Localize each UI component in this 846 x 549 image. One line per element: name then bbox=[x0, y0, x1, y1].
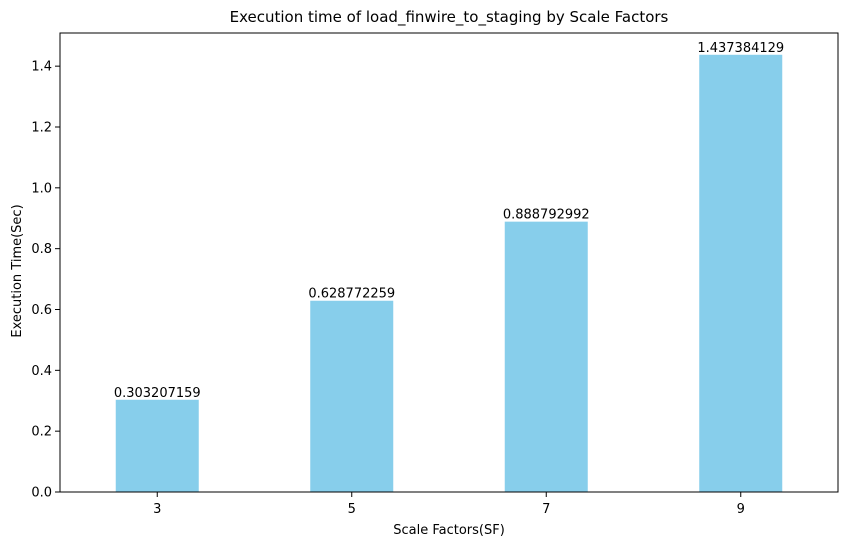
y-tick-label: 1.2 bbox=[31, 120, 52, 135]
data-label-sf-9: 1.437384129 bbox=[697, 41, 784, 56]
chart-title: Execution time of load_finwire_to_stagin… bbox=[230, 8, 669, 27]
data-label-sf-3: 0.303207159 bbox=[114, 386, 201, 401]
y-tick-label: 0.6 bbox=[31, 303, 52, 318]
y-tick-label: 0.8 bbox=[31, 242, 52, 257]
x-tick-label: 9 bbox=[737, 502, 745, 517]
axes-layer: 3 5 7 9 0.0 0.2 0.4 0.6 0.8 1.0 1.2 1.4 bbox=[31, 32, 839, 517]
y-tick-label: 1.4 bbox=[31, 60, 52, 75]
bar-sf-7 bbox=[504, 221, 588, 492]
y-tick-label: 0.0 bbox=[31, 486, 52, 501]
bar-sf-5 bbox=[310, 300, 394, 492]
bars-layer bbox=[115, 54, 783, 492]
data-label-sf-7: 0.888792992 bbox=[503, 208, 590, 223]
plot-frame bbox=[59, 32, 839, 493]
x-tick-label: 7 bbox=[542, 502, 550, 517]
x-axis-title: Scale Factors(SF) bbox=[393, 523, 505, 538]
y-tick-label: 1.0 bbox=[31, 181, 52, 196]
bar-sf-9 bbox=[699, 54, 783, 492]
y-tick-label: 0.2 bbox=[31, 425, 52, 440]
y-tick-label: 0.4 bbox=[31, 364, 52, 379]
data-labels-layer: 0.303207159 0.628772259 0.888792992 1.43738… bbox=[114, 41, 784, 401]
x-tick-label: 5 bbox=[348, 502, 356, 517]
y-axis-title: Execution Time(Sec) bbox=[10, 204, 25, 337]
bar-sf-3 bbox=[115, 399, 199, 492]
data-label-sf-5: 0.628772259 bbox=[308, 287, 395, 302]
x-tick-label: 3 bbox=[153, 502, 161, 517]
